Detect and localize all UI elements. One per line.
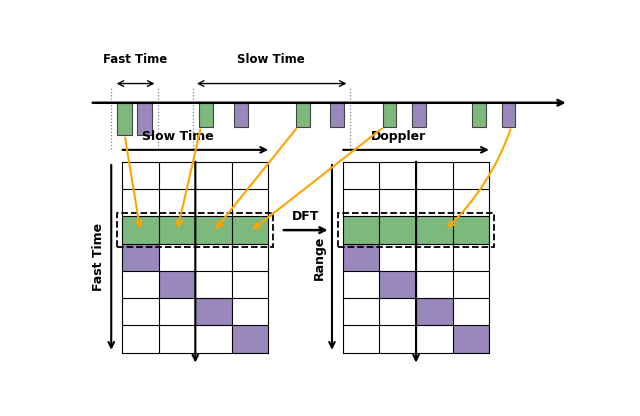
Text: Slow Time: Slow Time (142, 130, 214, 143)
Bar (412, 103, 426, 127)
Bar (137, 103, 152, 135)
Bar (117, 213, 273, 247)
Bar (117, 103, 132, 135)
Text: Fast Time: Fast Time (104, 53, 168, 66)
Bar (502, 103, 515, 127)
Bar (122, 216, 269, 244)
Bar (383, 103, 396, 127)
Bar (330, 103, 344, 127)
Bar (296, 103, 310, 127)
Bar (122, 244, 159, 271)
Bar (159, 271, 195, 298)
Bar (234, 103, 248, 127)
Bar (232, 325, 269, 353)
Bar (380, 271, 416, 298)
Bar (343, 216, 489, 244)
Bar (472, 103, 486, 127)
Bar (416, 298, 452, 325)
Bar (343, 244, 380, 271)
Text: Range: Range (312, 235, 326, 280)
Text: Doppler: Doppler (371, 130, 426, 143)
Text: DFT: DFT (292, 210, 319, 223)
Bar (195, 298, 232, 325)
Text: Fast Time: Fast Time (92, 223, 105, 291)
Text: Slow Time: Slow Time (237, 53, 305, 66)
Bar (452, 325, 489, 353)
Bar (199, 103, 213, 127)
Bar (338, 213, 494, 247)
